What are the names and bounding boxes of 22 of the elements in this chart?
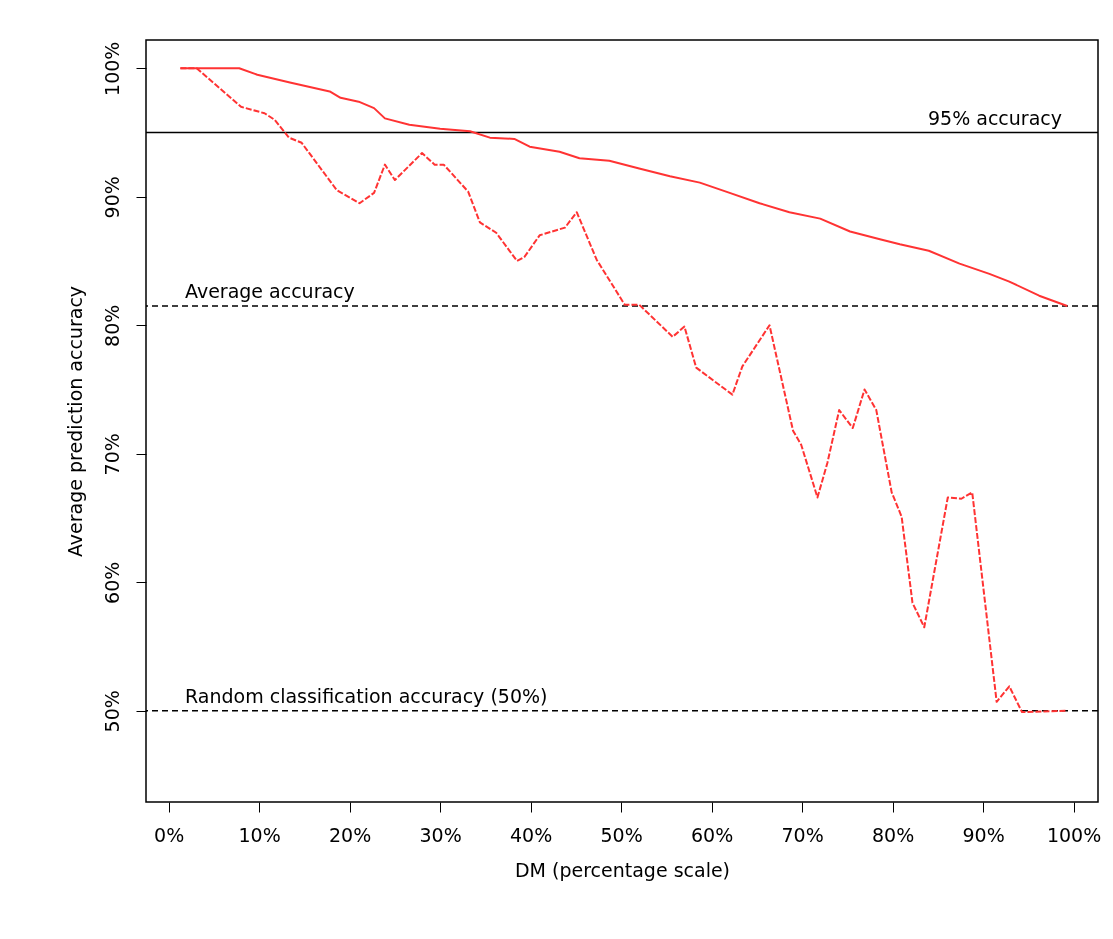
x-tick-label: 10% xyxy=(238,823,281,846)
y-tick-label: 70% xyxy=(100,433,123,476)
y-tick-label: 50% xyxy=(100,690,123,733)
x-tick-label: 40% xyxy=(509,823,553,846)
x-tick-label: 50% xyxy=(600,823,643,846)
x-tick-label: 30% xyxy=(419,823,462,846)
ref-line-label: 95% accuracy xyxy=(928,106,1062,129)
x-tick-label: 80% xyxy=(871,823,915,846)
x-tick-label: 100% xyxy=(1046,823,1102,846)
y-tick-label: 60% xyxy=(100,561,123,604)
y-tick-label: 80% xyxy=(100,304,123,347)
y-tick-label: 90% xyxy=(100,176,123,219)
x-tick-label: 90% xyxy=(962,823,1005,846)
y-axis-title: Average prediction accuracy xyxy=(63,285,86,558)
x-tick-label: 70% xyxy=(781,823,824,846)
y-tick-label: 100% xyxy=(100,41,123,96)
x-axis-title: DM (percentage scale) xyxy=(514,858,731,881)
ref-line-label: Random classification accuracy (50%) xyxy=(185,684,548,707)
ref-line-label: Average accuracy xyxy=(185,279,355,302)
x-tick-label: 0% xyxy=(154,823,185,846)
x-tick-label: 60% xyxy=(690,823,734,846)
x-tick-label: 20% xyxy=(328,823,372,846)
